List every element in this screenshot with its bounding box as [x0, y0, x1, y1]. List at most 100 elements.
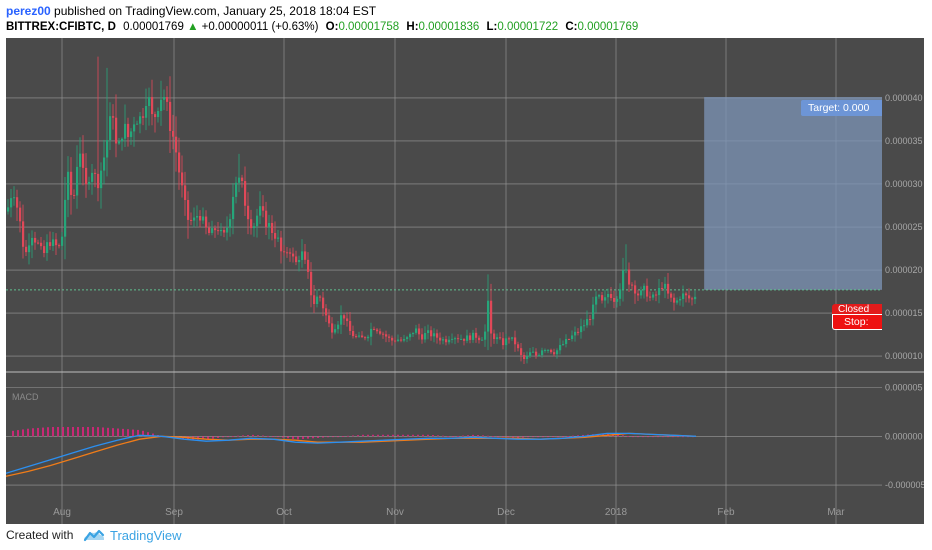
candle-body [541, 350, 544, 356]
closed-badge: Closed [832, 304, 882, 316]
histogram-bar [402, 434, 404, 437]
histogram-bar [447, 436, 449, 437]
histogram-bar [492, 436, 494, 437]
candle-body [595, 296, 598, 305]
histogram-bar [517, 436, 519, 438]
candle-body [103, 157, 106, 171]
price-axis-canvas[interactable]: 0.000040 0.000035 0.000030 0.000025 0.000020… [882, 38, 924, 524]
candle-body [673, 297, 676, 303]
histogram-bar [77, 426, 79, 437]
candle-body [229, 219, 232, 228]
histogram-bar [467, 435, 469, 437]
candle-body [571, 335, 574, 339]
price-chart[interactable]: Aug Sep Oct Nov Dec 2018 Feb Mar MACD Target: 0.… [6, 38, 882, 524]
open-label: O: [325, 21, 339, 33]
histogram-bar [427, 434, 429, 437]
histogram-bar [317, 436, 319, 438]
stop-badge[interactable]: Stop: [832, 314, 882, 330]
histogram-bar [552, 436, 554, 438]
candle-body [13, 197, 16, 199]
candle-body [40, 242, 43, 247]
candle-body [364, 337, 367, 339]
candle-body [133, 124, 136, 132]
candle-body [151, 97, 154, 115]
tradingview-link[interactable]: TradingView [110, 528, 182, 543]
candle-body [451, 338, 454, 340]
candle-body [304, 251, 307, 260]
up-arrow-icon: ▲ [187, 21, 199, 33]
x-tick-label: Oct [276, 507, 292, 518]
candle-body [445, 339, 448, 343]
candle-body [328, 315, 331, 324]
histogram-bar [42, 427, 44, 437]
candle-body [88, 181, 91, 185]
candle-body [223, 229, 226, 233]
histogram-bar [412, 434, 414, 437]
histogram-bar [422, 434, 424, 437]
candle-body [538, 355, 541, 357]
candle-body [148, 97, 151, 106]
candle-body [10, 198, 13, 208]
histogram-bar [82, 426, 84, 437]
candle-body [658, 288, 661, 296]
histogram-bar [312, 436, 314, 439]
candle-body [187, 200, 190, 220]
chart-canvas[interactable]: Aug Sep Oct Nov Dec 2018 Feb Mar MACD [6, 38, 882, 524]
last-price: 0.00001769 [123, 21, 184, 33]
x-tick-label: 2018 [605, 507, 628, 518]
histogram-bar [52, 426, 54, 437]
candle-body [481, 339, 484, 341]
histogram-bar [642, 436, 644, 438]
candle-body [322, 297, 325, 309]
histogram-bar [352, 435, 354, 437]
histogram-bar [362, 434, 364, 437]
candle-body [460, 338, 463, 340]
y-tick-label: 0.000010 [885, 351, 923, 361]
histogram-bar [647, 436, 649, 438]
histogram-bar [112, 428, 114, 437]
histogram-bar [32, 428, 34, 437]
candle-body [388, 336, 391, 338]
price-axis[interactable]: 0.000040 0.000035 0.000030 0.000025 0.000020… [882, 38, 924, 524]
candle-body [145, 105, 148, 118]
histogram-bar [387, 434, 389, 437]
candle-body [370, 328, 373, 337]
histogram-bar [297, 436, 299, 440]
histogram-bar [217, 436, 219, 438]
candle-body [340, 315, 343, 325]
histogram-bar [222, 436, 224, 438]
histogram-bar [622, 435, 624, 437]
histogram-bar [677, 436, 679, 438]
y-tick-label: 0.000035 [885, 136, 923, 146]
histogram-bar [482, 435, 484, 437]
candle-body [349, 321, 352, 331]
histogram-bar [657, 436, 659, 438]
histogram-bar [267, 435, 269, 437]
candle-body [331, 323, 334, 333]
candle-body [70, 171, 73, 195]
candle-body [649, 296, 652, 298]
candle-body [247, 205, 250, 220]
histogram-bar [262, 435, 264, 437]
macd-tick-label: 0.000000 [885, 431, 923, 441]
candle-body [217, 230, 220, 232]
histogram-bar [602, 433, 604, 437]
target-badge[interactable]: Target: 0.000 [801, 100, 882, 116]
candle-body [271, 222, 274, 234]
author-link[interactable]: perez00 [6, 4, 51, 18]
candle-body [634, 285, 637, 294]
histogram-bar [477, 435, 479, 437]
histogram-bar [212, 436, 214, 439]
histogram-bar [392, 434, 394, 437]
histogram-bar [687, 436, 689, 438]
y-tick-label: 0.000025 [885, 222, 923, 232]
x-tick-label: Mar [827, 507, 845, 518]
histogram-bar [512, 436, 514, 438]
histogram-bar [487, 435, 489, 437]
candle-body [256, 215, 259, 227]
candle-body [454, 338, 457, 340]
candle-body [580, 326, 583, 333]
candle-body [688, 295, 691, 299]
histogram-bar [67, 426, 69, 437]
candle-body [76, 166, 79, 196]
